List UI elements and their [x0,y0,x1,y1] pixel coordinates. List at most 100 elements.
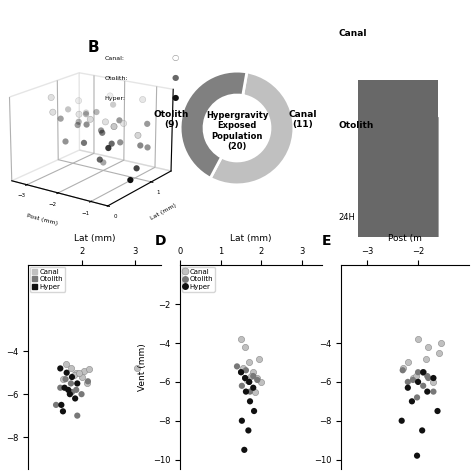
Point [237,336,245,343]
X-axis label: Lat (mm): Lat (mm) [230,234,272,243]
Y-axis label: Lat (mm): Lat (mm) [149,202,177,221]
Point [252,388,259,395]
Point [409,374,417,382]
Point [237,368,245,376]
Point [64,386,72,394]
Point [404,378,411,386]
Y-axis label: Vent (mm): Vent (mm) [138,344,147,391]
Point [239,365,247,372]
Point [70,371,77,379]
Point [241,343,249,351]
Point [246,359,253,366]
Text: Otolith:: Otolith: [104,76,128,81]
Text: Otolith
(9): Otolith (9) [154,110,189,129]
Bar [358,117,438,237]
Point [73,380,81,387]
Text: Canal
(11): Canal (11) [288,110,317,129]
Point [59,408,67,415]
Point [398,417,405,425]
Point [413,393,421,401]
Point [134,365,141,372]
Point [78,373,85,381]
Point [56,384,64,392]
Point [245,427,252,434]
Text: D: D [155,234,166,248]
Point [254,376,261,384]
Point [249,372,257,380]
Point [249,368,257,376]
Point [404,359,411,366]
X-axis label: Post (m: Post (m [388,234,422,243]
X-axis label: Lat (mm): Lat (mm) [74,234,116,243]
Point [241,374,249,382]
Point [246,388,254,395]
Point [425,343,432,351]
Point [73,386,80,394]
Text: 24H: 24H [338,212,356,221]
Wedge shape [210,72,294,185]
Point [422,355,429,363]
Legend: Canal, Otolith, Hyper: Canal, Otolith, Hyper [182,267,215,292]
Point [68,373,76,381]
X-axis label: Post (mm): Post (mm) [26,213,58,227]
Point [78,391,85,398]
Point [255,355,263,363]
Point [429,374,437,382]
Point [73,369,80,376]
Point [68,388,76,396]
Point [254,374,261,382]
Point [67,380,75,387]
Point [72,395,79,402]
Point [414,368,422,376]
Point [429,378,437,386]
Point [83,380,91,387]
Point [419,427,426,434]
Text: Canal: Canal [338,29,367,38]
Point [52,401,60,409]
Point [249,384,257,392]
Point [423,388,431,395]
Point [425,374,432,382]
Point [63,369,71,376]
Point [247,372,255,380]
Point [86,366,93,374]
Bar [358,80,438,237]
Point [73,412,81,419]
Text: B: B [88,40,100,55]
Point [250,407,258,415]
Point [408,398,416,405]
Point [414,378,422,386]
Point [240,446,248,454]
Point [414,336,422,343]
Point [62,375,69,383]
Point [399,365,407,372]
Point [56,365,64,372]
Text: E: E [322,234,332,248]
Point [62,360,69,368]
Point [66,391,73,398]
Y-axis label: Vent (mm): Vent (mm) [0,344,1,391]
Point [233,363,241,370]
Point [257,378,265,386]
Point [57,401,65,409]
Point [237,368,245,376]
Point [84,377,91,385]
Point [434,407,441,415]
Point [423,372,431,380]
Point [246,378,253,386]
Point [242,366,250,374]
Text: ○: ○ [171,53,178,62]
Text: Hyper:: Hyper: [104,96,126,100]
Point [238,417,246,425]
Point [59,375,67,383]
Point [81,367,88,374]
Point [399,366,407,374]
Point [419,382,427,390]
Point [246,398,254,405]
Point [419,368,427,376]
Point [438,339,445,347]
Point [67,365,75,372]
Wedge shape [180,71,247,178]
Point [75,369,82,376]
Text: ●: ● [171,92,178,101]
